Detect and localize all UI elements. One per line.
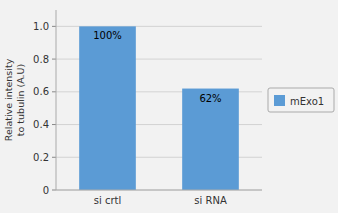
tick-mark — [52, 26, 56, 27]
tick-label: 1.0 — [33, 21, 49, 32]
tick-label: 0.8 — [33, 54, 49, 65]
legend: mExo1 — [268, 88, 334, 112]
tick-mark — [52, 124, 56, 125]
y-axis-label-line: to tubulin (A.U) — [15, 64, 26, 136]
x-axis — [56, 190, 262, 191]
bars — [79, 26, 239, 190]
chart: 0 0.2 0.4 0.6 0.8 1.0 100% 62% si crtl si RNA Rela… — [0, 0, 338, 213]
y-axis-label: Relative intensityto tubulin (A.U) — [3, 58, 26, 141]
bar — [182, 89, 239, 190]
tick-mark — [52, 59, 56, 60]
tick-label: 0 — [43, 185, 49, 196]
data-label: 100% — [93, 30, 122, 41]
tick-label: 0.2 — [33, 152, 49, 163]
grid-line — [56, 190, 262, 191]
tick-mark — [52, 91, 56, 92]
y-axis — [56, 10, 57, 190]
legend-swatch — [274, 95, 285, 106]
category-label: si RNA — [194, 195, 227, 206]
tick-mark — [52, 190, 56, 191]
tick-label: 0.6 — [33, 86, 49, 97]
legend-box — [268, 88, 334, 112]
background — [0, 0, 338, 213]
legend-label: mExo1 — [290, 96, 324, 107]
data-label: 62% — [199, 93, 221, 104]
tick-mark — [52, 157, 56, 158]
category-label: si crtl — [94, 195, 121, 206]
y-axis-label-line: Relative intensity — [3, 58, 14, 141]
bar — [79, 26, 136, 190]
tick-label: 0.4 — [33, 119, 49, 130]
